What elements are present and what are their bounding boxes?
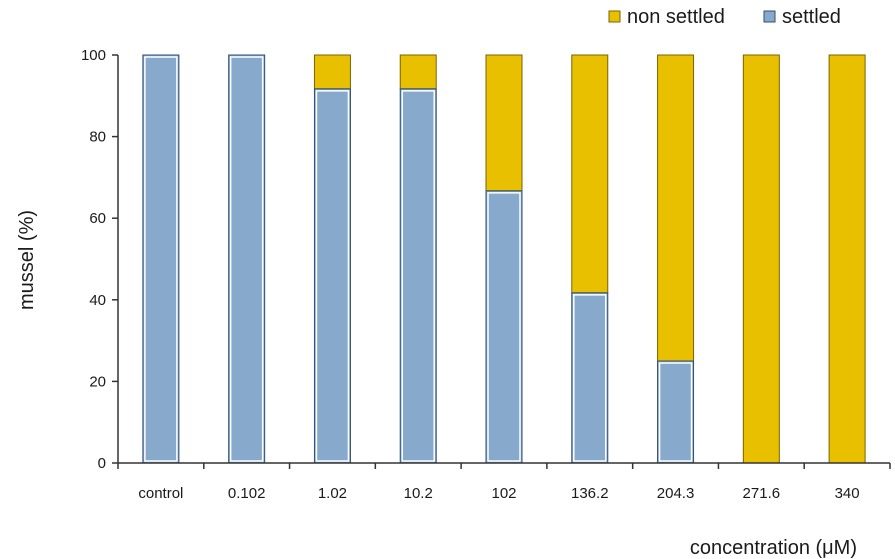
bar-settled-highlight-control: [144, 56, 178, 462]
bar-settled-highlight-1.02: [315, 90, 350, 462]
bar-settled-highlight-0.102: [229, 56, 264, 462]
y-tick-label: 40: [89, 292, 106, 309]
x-tick-label: control: [138, 485, 183, 502]
bar-settled-102: [485, 190, 523, 464]
x-tick-label: 10.2: [404, 485, 433, 502]
bar-non-settled-1.02: [313, 54, 351, 90]
bar-settled-1.02: [313, 88, 351, 464]
x-tick-label: 102: [491, 485, 516, 502]
bar-settled-0.102: [228, 54, 266, 464]
bar-non-settled-204.3: [657, 54, 695, 362]
x-axis-title: concentration (μM): [690, 537, 857, 559]
bar-settled-control: [142, 54, 180, 464]
bar-settled-204.3: [657, 360, 695, 464]
y-tick-label: 0: [98, 455, 106, 472]
y-tick-label: 20: [89, 373, 106, 390]
x-tick-label: 340: [835, 485, 860, 502]
legend-swatch-non-settled: [608, 10, 621, 23]
y-tick-labels: 0 20 40 60 80 100: [81, 47, 106, 472]
legend: non settled settled: [608, 6, 841, 28]
y-tick-label: 100: [81, 47, 106, 64]
y-tick-label: 60: [89, 210, 106, 227]
legend-label-settled: settled: [782, 6, 841, 28]
bar-settled-highlight-102: [487, 192, 521, 462]
x-tick-labels: control 0.102 1.02 10.2 102 136.2 204.3 271.6 34…: [138, 485, 859, 502]
x-tick-label: 1.02: [318, 485, 347, 502]
y-axis-title: mussel (%): [16, 210, 38, 310]
bar-non-settled-136.2: [571, 54, 609, 294]
x-tick-label: 204.3: [657, 485, 695, 502]
bar-non-settled-10.2: [399, 54, 437, 90]
x-tick-label: 271.6: [743, 485, 781, 502]
bars: [142, 54, 866, 464]
bar-settled-136.2: [571, 292, 609, 464]
bar-settled-10.2: [399, 88, 437, 464]
legend-label-non-settled: non settled: [627, 6, 725, 28]
legend-swatch-settled: [763, 10, 776, 23]
x-tick-label: 136.2: [571, 485, 609, 502]
bar-non-settled-271.6: [742, 54, 780, 464]
bar-settled-highlight-204.3: [658, 362, 693, 462]
bar-settled-highlight-10.2: [401, 90, 435, 462]
axes: [112, 54, 891, 469]
x-tick-label: 0.102: [228, 485, 266, 502]
bar-non-settled-340: [828, 54, 866, 464]
bar-settled-highlight-136.2: [573, 294, 607, 462]
y-tick-label: 80: [89, 129, 106, 146]
bar-non-settled-102: [485, 54, 523, 192]
